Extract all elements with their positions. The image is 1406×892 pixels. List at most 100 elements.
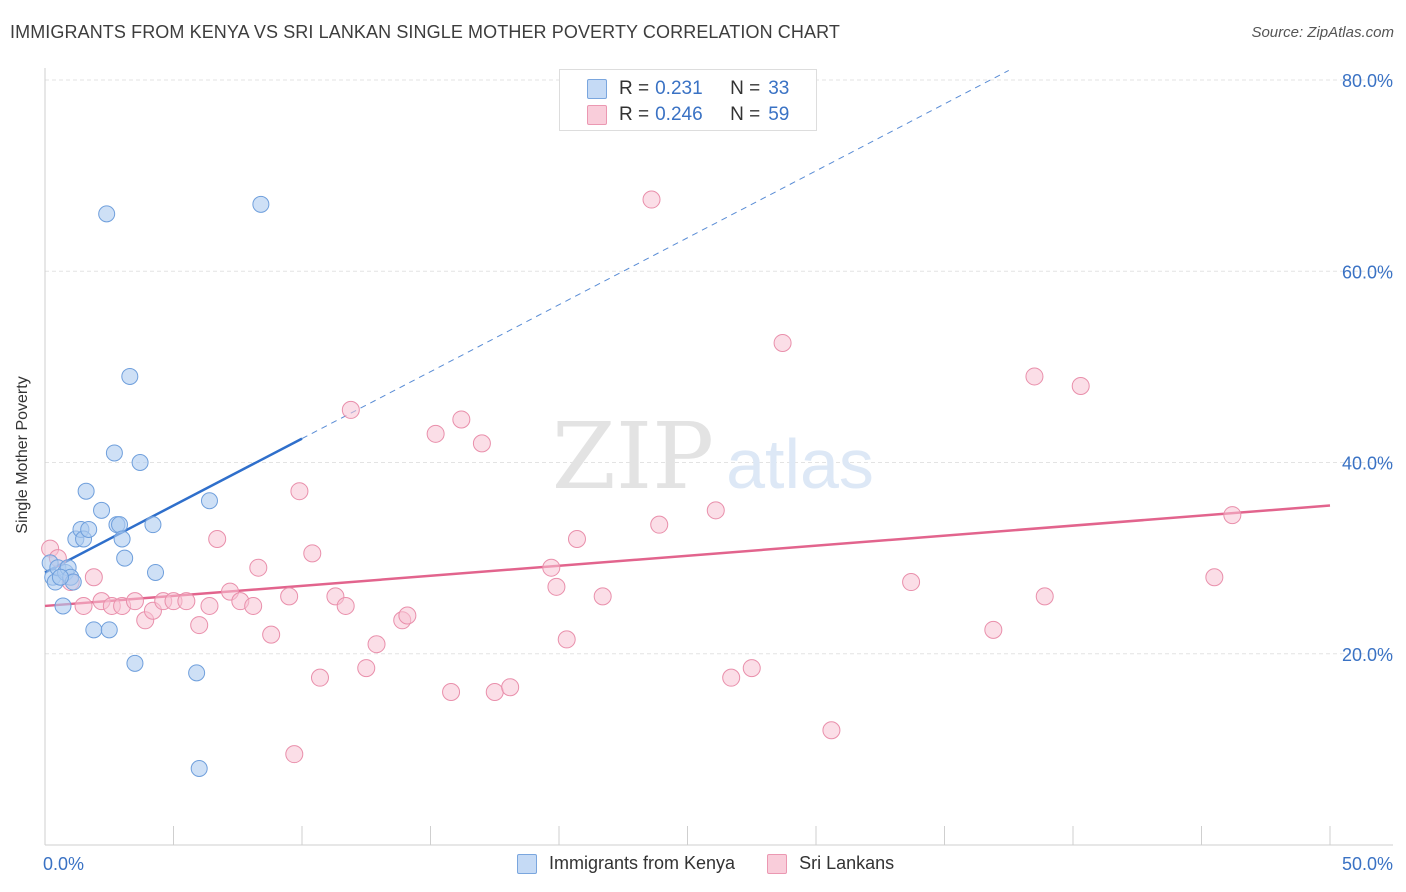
- srilanka-point: [367, 635, 386, 654]
- srilanka-point: [1071, 377, 1090, 395]
- legend-r-value: 0.246: [655, 104, 703, 125]
- kenya-point: [126, 654, 144, 672]
- srilanka-point: [285, 745, 304, 764]
- y-tick-label: 60.0%: [1342, 262, 1393, 282]
- y-tick-label: 20.0%: [1342, 645, 1393, 665]
- legend-row-kenya: R = 0.231 N = 33: [587, 78, 789, 100]
- legend-swatch-srilanka: [587, 105, 607, 125]
- srilanka-point: [1035, 587, 1054, 606]
- source-label: Source: ZipAtlas.com: [1251, 24, 1394, 41]
- kenya-point: [105, 444, 123, 462]
- y-tick-label: 40.0%: [1342, 454, 1393, 474]
- srilanka-point: [84, 568, 103, 587]
- kenya-point: [252, 195, 270, 213]
- watermark-atlas: atlas: [726, 425, 874, 503]
- srilanka-point: [902, 573, 921, 592]
- srilanka-point: [452, 410, 471, 429]
- kenya-point: [85, 621, 103, 639]
- srilanka-point: [547, 577, 566, 596]
- chart-title: IMMIGRANTS FROM KENYA VS SRI LANKAN SING…: [10, 22, 840, 42]
- kenya-point: [113, 530, 131, 548]
- srilanka-point: [336, 596, 355, 615]
- kenya-point: [144, 516, 162, 534]
- srilanka-point: [742, 659, 761, 678]
- srilanka-point: [773, 333, 792, 352]
- srilanka-point: [125, 592, 144, 611]
- kenya-point: [98, 205, 116, 223]
- kenya-points: [41, 195, 270, 777]
- srilanka-point: [398, 606, 417, 625]
- legend-r-value: 0.231: [655, 78, 703, 99]
- legend-n-label: N =: [730, 78, 761, 99]
- tick-labels: 20.0% 40.0% 60.0% 80.0% 0.0% 50.0%: [43, 71, 1393, 874]
- srilanka-point: [650, 515, 669, 534]
- y-axis-label: Single Mother Poverty: [14, 376, 31, 534]
- srilanka-point: [567, 530, 586, 548]
- gridlines: [45, 79, 1393, 655]
- legend-row-srilanka: R = 0.246 N = 59: [587, 104, 789, 126]
- srilanka-point: [593, 587, 612, 606]
- kenya-point: [100, 621, 118, 639]
- kenya-point: [111, 516, 129, 534]
- watermark: ZIP atlas: [552, 403, 874, 510]
- kenya-trend-extension: [301, 69, 1009, 440]
- kenya-point: [188, 664, 206, 682]
- srilanka-point: [74, 596, 93, 615]
- srilanka-point: [1205, 568, 1224, 587]
- srilanka-points: [41, 190, 1242, 764]
- srilanka-point: [200, 596, 219, 615]
- kenya-point: [51, 568, 69, 586]
- srilanka-point: [310, 668, 329, 687]
- watermark-zip: ZIP: [552, 403, 714, 510]
- legend-n-label: N =: [730, 104, 761, 125]
- axes: [44, 68, 1393, 846]
- y-tick-label: 80.0%: [1342, 71, 1393, 91]
- series-label-srilanka: Sri Lankans: [799, 853, 895, 873]
- srilanka-point: [190, 616, 209, 635]
- kenya-point: [80, 520, 98, 538]
- srilanka-point: [290, 482, 309, 501]
- x-tick-label: 0.0%: [43, 854, 84, 874]
- kenya-point: [93, 501, 111, 519]
- srilanka-point: [1025, 367, 1044, 386]
- srilanka-point: [208, 530, 227, 548]
- srilanka-point: [341, 400, 360, 419]
- kenya-point: [190, 760, 208, 777]
- kenya-point: [121, 367, 139, 385]
- srilanka-point: [280, 587, 299, 606]
- srilanka-point: [249, 558, 268, 577]
- legend-swatch-kenya: [587, 79, 607, 99]
- srilanka-point: [706, 501, 725, 520]
- srilanka-point: [642, 190, 661, 209]
- srilanka-trend-line: [44, 504, 1331, 608]
- series-label-kenya: Immigrants from Kenya: [549, 853, 736, 873]
- srilanka-point: [357, 659, 376, 678]
- srilanka-point: [822, 721, 841, 740]
- srilanka-point: [244, 596, 263, 615]
- x-tick-label: 50.0%: [1342, 854, 1393, 874]
- srilanka-point: [501, 678, 520, 697]
- legend-n-value: 33: [768, 78, 790, 99]
- trend-lines: [44, 69, 1331, 608]
- series-swatch-srilanka: [767, 853, 788, 874]
- legend: R = 0.231 N = 33 R = 0.246 N = 59: [559, 69, 817, 131]
- srilanka-point: [177, 592, 196, 611]
- srilanka-point: [472, 434, 491, 453]
- srilanka-point: [442, 683, 461, 701]
- legend-n-value: 59: [768, 104, 790, 125]
- kenya-trend-line: [44, 437, 303, 574]
- srilanka-point: [426, 424, 445, 443]
- kenya-point: [116, 549, 134, 567]
- kenya-point: [77, 482, 95, 500]
- srilanka-point: [984, 620, 1003, 639]
- kenya-point: [200, 492, 218, 510]
- series-legend-kenya: Immigrants from Kenya: [517, 853, 735, 874]
- srilanka-point: [262, 625, 281, 644]
- series-swatch-kenya: [517, 853, 537, 874]
- srilanka-point: [557, 630, 576, 649]
- kenya-point: [131, 454, 149, 471]
- srilanka-point: [485, 683, 504, 701]
- legend-r-label: R =: [619, 78, 650, 99]
- srilanka-point: [303, 544, 322, 563]
